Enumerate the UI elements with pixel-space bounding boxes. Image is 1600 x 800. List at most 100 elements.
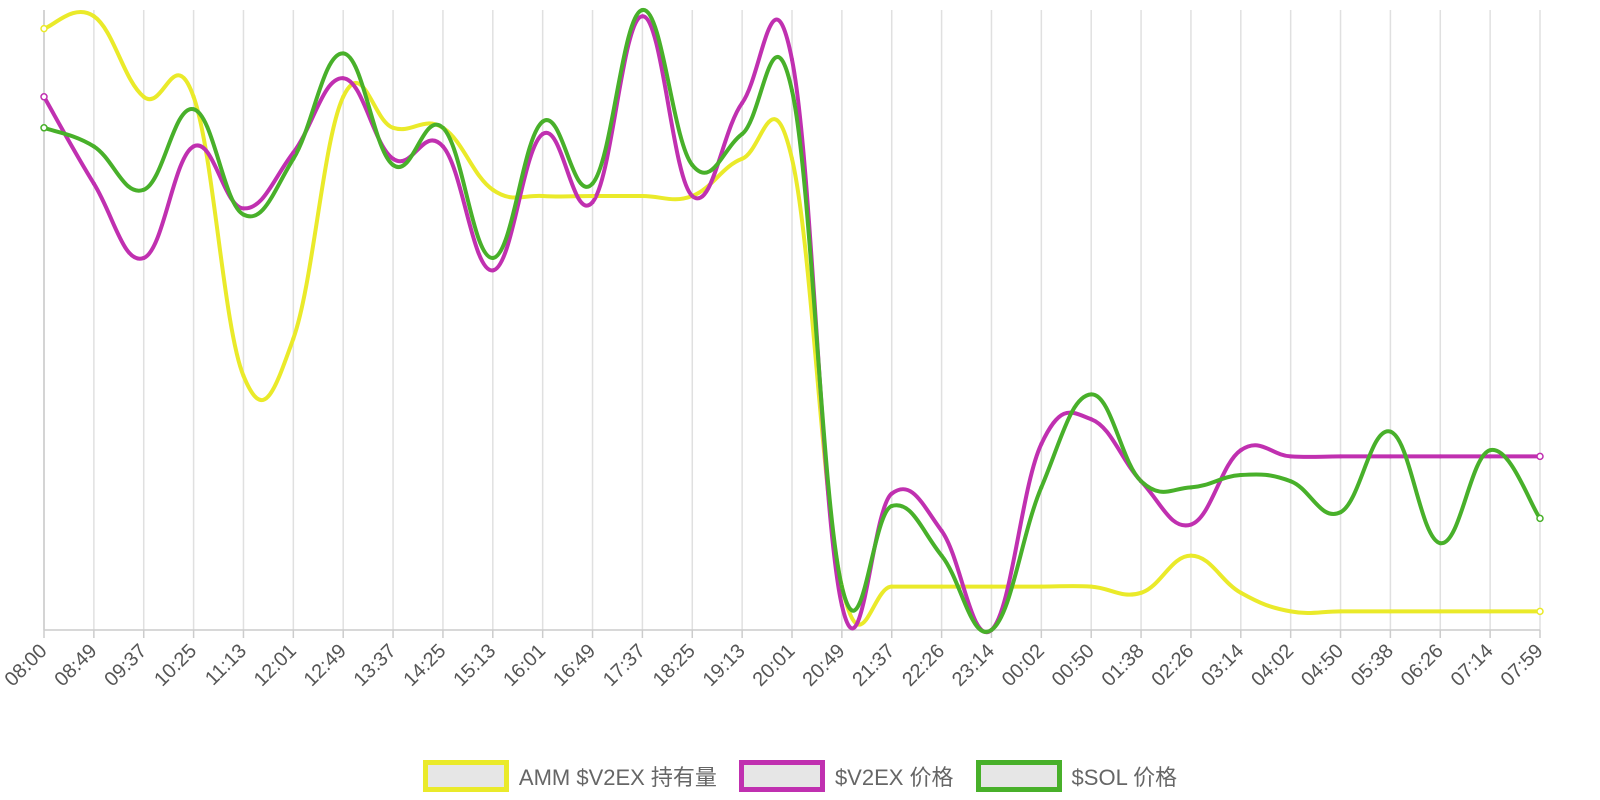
- x-tick-label: 16:01: [499, 640, 550, 691]
- data-point-series-2: [989, 628, 994, 632]
- legend-item-amm-holdings[interactable]: AMM $V2EX 持有量: [422, 760, 717, 792]
- data-point-series-1: [690, 194, 695, 198]
- data-point-series-1: [1089, 417, 1094, 422]
- data-point-series-2: [590, 181, 595, 186]
- data-point-series-2: [889, 504, 894, 508]
- x-axis: [43, 10, 1541, 638]
- data-point-series-0: [1536, 607, 1544, 616]
- data-point-series-2: [640, 8, 645, 12]
- data-point-series-0: [241, 373, 246, 378]
- x-tick-label: 20:49: [798, 640, 849, 691]
- data-point-series-2: [1238, 473, 1243, 477]
- data-point-series-1: [1488, 454, 1493, 459]
- data-point-series-2: [1438, 541, 1443, 546]
- data-point-series-1: [91, 181, 96, 186]
- legend-item-v2ex-price[interactable]: $V2EX 价格: [738, 760, 954, 792]
- data-points: [40, 8, 1544, 632]
- x-tick-label: 00:50: [1048, 640, 1099, 691]
- data-point-series-2: [391, 163, 396, 167]
- legend-swatch-sol-price: [975, 760, 1062, 792]
- data-point-series-1: [341, 76, 346, 81]
- x-tick-label: 05:38: [1347, 640, 1398, 691]
- x-tick-label: 13:37: [350, 640, 401, 691]
- data-point-series-2: [291, 156, 296, 161]
- data-point-series-1: [1039, 442, 1044, 446]
- data-point-series-0: [91, 14, 96, 19]
- data-point-series-1: [790, 57, 794, 62]
- data-point-series-0: [391, 125, 396, 130]
- data-point-series-2: [1288, 479, 1293, 484]
- data-point-series-1: [939, 528, 944, 533]
- x-tick-label: 04:02: [1247, 640, 1298, 691]
- data-point-series-2: [1188, 485, 1193, 490]
- x-tick-label: 15:13: [449, 640, 500, 691]
- x-tick-label: 11:13: [201, 640, 251, 690]
- x-tick-label: 12:01: [250, 640, 301, 691]
- data-point-series-0: [141, 94, 146, 99]
- legend-item-sol-price[interactable]: $SOL 价格: [975, 760, 1177, 792]
- x-tick-label: 20:01: [749, 640, 800, 691]
- data-point-series-2: [490, 256, 495, 260]
- data-point-series-2: [1338, 510, 1343, 515]
- data-point-series-0: [939, 584, 944, 589]
- data-point-series-1: [1536, 452, 1544, 461]
- legend-label-amm-holdings: AMM $V2EX 持有量: [518, 765, 717, 790]
- x-tick-label: 10:25: [150, 640, 201, 691]
- data-point-series-2: [839, 584, 844, 589]
- data-point-series-0: [1188, 553, 1193, 558]
- data-point-series-2: [939, 553, 944, 558]
- data-point-series-0: [540, 194, 545, 198]
- data-point-series-2: [191, 107, 196, 112]
- data-point-series-0: [1139, 590, 1144, 595]
- x-tick-label: 14:25: [400, 640, 451, 691]
- data-point-series-0: [790, 156, 794, 161]
- x-tick-label: 07:14: [1447, 640, 1498, 691]
- data-point-series-0: [490, 187, 495, 192]
- data-point-series-2: [91, 144, 96, 149]
- x-tick-label: 17:37: [599, 640, 650, 691]
- data-point-series-2: [1089, 392, 1094, 397]
- x-tick-label: 06:26: [1397, 640, 1448, 691]
- data-point-series-1: [40, 93, 48, 101]
- x-tick-label: 04:50: [1297, 640, 1348, 691]
- x-tick-label: 09:37: [100, 640, 151, 691]
- data-point-series-1: [1388, 454, 1393, 459]
- data-point-series-0: [1288, 609, 1293, 614]
- data-point-series-0: [1238, 590, 1243, 595]
- data-point-series-2: [440, 125, 445, 130]
- data-point-series-1: [241, 206, 246, 211]
- data-point-series-0: [889, 584, 894, 589]
- data-point-series-1: [740, 101, 745, 105]
- data-point-series-1: [889, 491, 894, 496]
- data-point-series-1: [490, 268, 495, 273]
- data-point-series-1: [1188, 522, 1193, 527]
- data-point-series-2: [540, 119, 545, 124]
- x-tick-label: 19:13: [699, 640, 750, 691]
- data-point-series-1: [191, 144, 196, 149]
- x-tick-label: 23:14: [948, 640, 999, 691]
- data-point-series-0: [1089, 584, 1094, 589]
- data-point-series-0: [341, 94, 346, 99]
- series-line-2: [42, 8, 1542, 634]
- data-point-series-0: [1338, 609, 1343, 614]
- x-tick-label: 01:38: [1098, 640, 1149, 691]
- data-point-series-0: [590, 194, 595, 198]
- data-point-series-0: [989, 584, 994, 589]
- data-point-series-2: [341, 51, 346, 56]
- data-point-series-2: [1139, 479, 1144, 484]
- data-point-series-1: [1288, 454, 1293, 459]
- data-point-series-2: [790, 88, 794, 93]
- data-point-series-2: [1039, 485, 1044, 490]
- data-point-series-2: [1488, 448, 1493, 453]
- legend-swatch-v2ex-price: [738, 760, 825, 792]
- data-point-series-0: [640, 194, 645, 198]
- data-point-series-0: [1039, 584, 1044, 589]
- data-point-series-0: [1388, 609, 1393, 614]
- x-tick-label: 02:26: [1148, 640, 1199, 691]
- data-point-series-1: [1438, 454, 1443, 459]
- x-tick-label: 03:14: [1197, 640, 1248, 691]
- grid-lines: [43, 10, 1541, 630]
- data-point-series-1: [540, 132, 545, 136]
- legend: AMM $V2EX 持有量 $V2EX 价格 $SOL 价格: [0, 756, 1600, 796]
